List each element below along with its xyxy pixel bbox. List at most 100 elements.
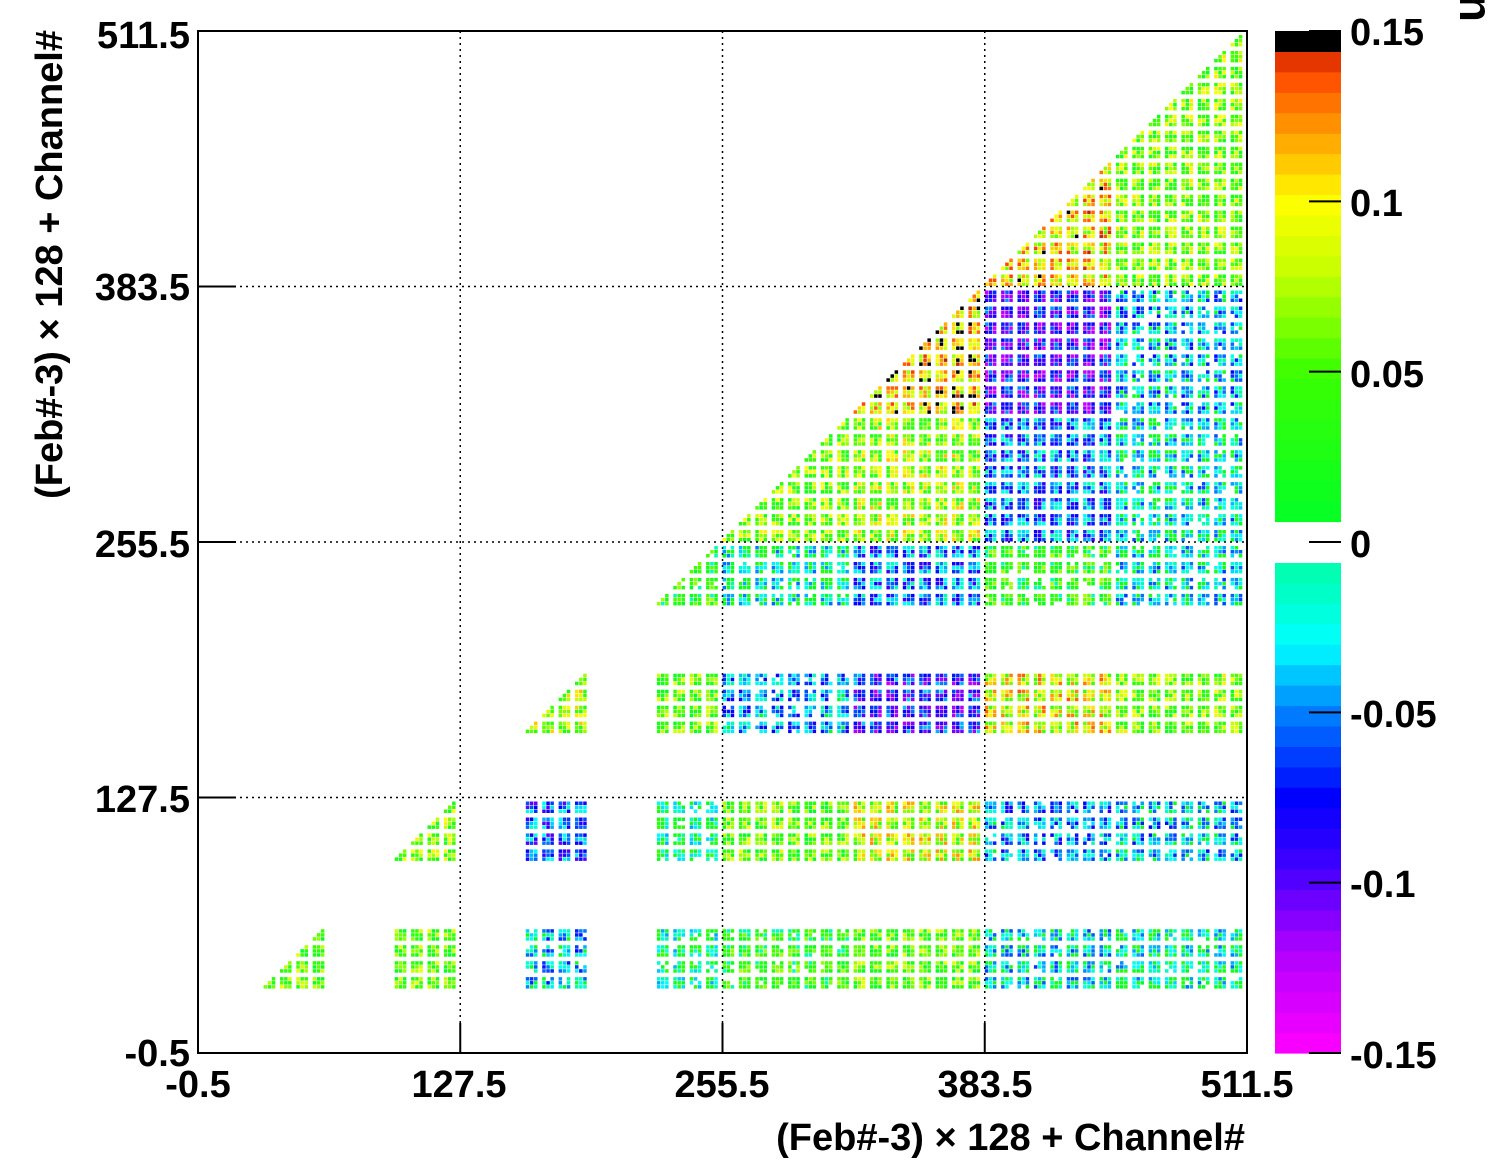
heatmap-cell — [1074, 729, 1079, 734]
heatmap-cell — [988, 677, 993, 682]
heatmap-cell — [939, 569, 944, 574]
heatmap-cell — [722, 837, 726, 841]
heatmap-cell — [1136, 857, 1140, 861]
heatmap-cell — [857, 857, 862, 861]
heatmap-cell — [1005, 841, 1009, 845]
heatmap-cell — [804, 681, 808, 686]
heatmap-cell — [296, 965, 300, 969]
heatmap-cell — [1156, 849, 1161, 853]
heatmap-cell — [722, 677, 726, 682]
heatmap-cell — [1214, 825, 1218, 829]
heatmap-cell — [775, 853, 780, 857]
heatmap-cell — [722, 585, 726, 590]
heatmap-cell — [1087, 697, 1091, 702]
heatmap-cell — [943, 933, 948, 937]
heatmap-cell — [1234, 729, 1239, 734]
heatmap-cell — [1136, 961, 1140, 965]
heatmap-cell — [1214, 725, 1218, 730]
heatmap-cell — [415, 945, 419, 949]
heatmap-cell — [779, 857, 784, 861]
heatmap-cell — [320, 953, 325, 957]
heatmap-cell — [398, 985, 403, 989]
heatmap-cell — [1009, 725, 1013, 730]
heatmap-cell — [296, 981, 300, 985]
heatmap-cell — [1042, 825, 1046, 829]
heatmap-cell — [1066, 937, 1071, 941]
heatmap-cell — [738, 677, 743, 682]
heatmap-cell — [1234, 961, 1239, 965]
heatmap-cell — [968, 550, 972, 554]
heatmap-cell — [1054, 945, 1058, 949]
heatmap-cell — [759, 709, 763, 714]
heatmap-cell — [714, 554, 718, 558]
heatmap-cell — [1238, 965, 1243, 969]
heatmap-cell — [1009, 721, 1013, 726]
heatmap-cell — [804, 581, 808, 586]
heatmap-cell — [837, 577, 841, 582]
heatmap-cell — [886, 809, 890, 813]
heatmap-cell — [1021, 841, 1026, 845]
heatmap-cell — [1021, 965, 1026, 969]
heatmap-cell — [1042, 953, 1046, 957]
heatmap-cell — [956, 933, 960, 937]
heatmap-cell — [943, 853, 948, 857]
heatmap-cell — [1001, 697, 1005, 702]
heatmap-cell — [673, 981, 677, 985]
heatmap-cell — [673, 821, 677, 825]
heatmap-cell — [1033, 853, 1038, 857]
heatmap-cell — [1189, 681, 1194, 686]
heatmap-cell — [1124, 721, 1128, 726]
heatmap-cell — [923, 729, 927, 734]
heatmap-cell — [673, 805, 677, 809]
heatmap-cell — [1206, 965, 1210, 969]
heatmap-cell — [730, 709, 735, 714]
heatmap-cell — [1201, 721, 1206, 726]
heatmap-cell — [939, 949, 944, 953]
heatmap-cell — [935, 554, 940, 558]
heatmap-cell — [1038, 689, 1042, 694]
heatmap-cell — [431, 857, 436, 861]
heatmap-cell — [1021, 673, 1026, 678]
heatmap-cell — [960, 821, 964, 825]
heatmap-cell — [415, 961, 419, 965]
heatmap-cell — [402, 961, 407, 965]
heatmap-cell — [812, 977, 817, 981]
heatmap-cell — [1218, 961, 1222, 965]
heatmap-cell — [837, 841, 841, 845]
heatmap-cell — [525, 801, 530, 805]
heatmap-cell — [890, 693, 894, 698]
heatmap-cell — [1070, 933, 1075, 937]
heatmap-cell — [1103, 689, 1108, 694]
heatmap-cell — [878, 673, 882, 678]
heatmap-cell — [960, 981, 964, 985]
heatmap-cell — [661, 969, 665, 973]
heatmap-cell — [870, 825, 874, 829]
heatmap-cell — [878, 581, 882, 586]
heatmap-cell — [861, 729, 866, 734]
heatmap-cell — [689, 937, 694, 941]
heatmap-cell — [730, 729, 735, 734]
heatmap-cell — [890, 729, 894, 734]
heatmap-cell — [943, 713, 948, 718]
heatmap-cell — [546, 981, 550, 985]
heatmap-cell — [906, 809, 911, 813]
heatmap-cell — [968, 554, 972, 558]
heatmap-cell — [689, 569, 694, 574]
heatmap-cell — [1083, 965, 1087, 969]
heatmap-cell — [808, 550, 813, 554]
heatmap-cell — [788, 801, 792, 805]
heatmap-cell — [1009, 929, 1013, 933]
heatmap-cell — [968, 585, 972, 590]
heatmap-cell — [845, 825, 849, 829]
heatmap-cell — [906, 981, 911, 985]
heatmap-cell — [706, 681, 710, 686]
heatmap-cell — [841, 697, 845, 702]
heatmap-cell — [911, 853, 915, 857]
heatmap-cell — [890, 937, 894, 941]
heatmap-cell — [1087, 981, 1091, 985]
heatmap-cell — [656, 729, 661, 734]
heatmap-cell — [1070, 725, 1075, 730]
heatmap-cell — [747, 857, 751, 861]
heatmap-cell — [542, 725, 546, 730]
heatmap-cell — [1009, 969, 1013, 973]
